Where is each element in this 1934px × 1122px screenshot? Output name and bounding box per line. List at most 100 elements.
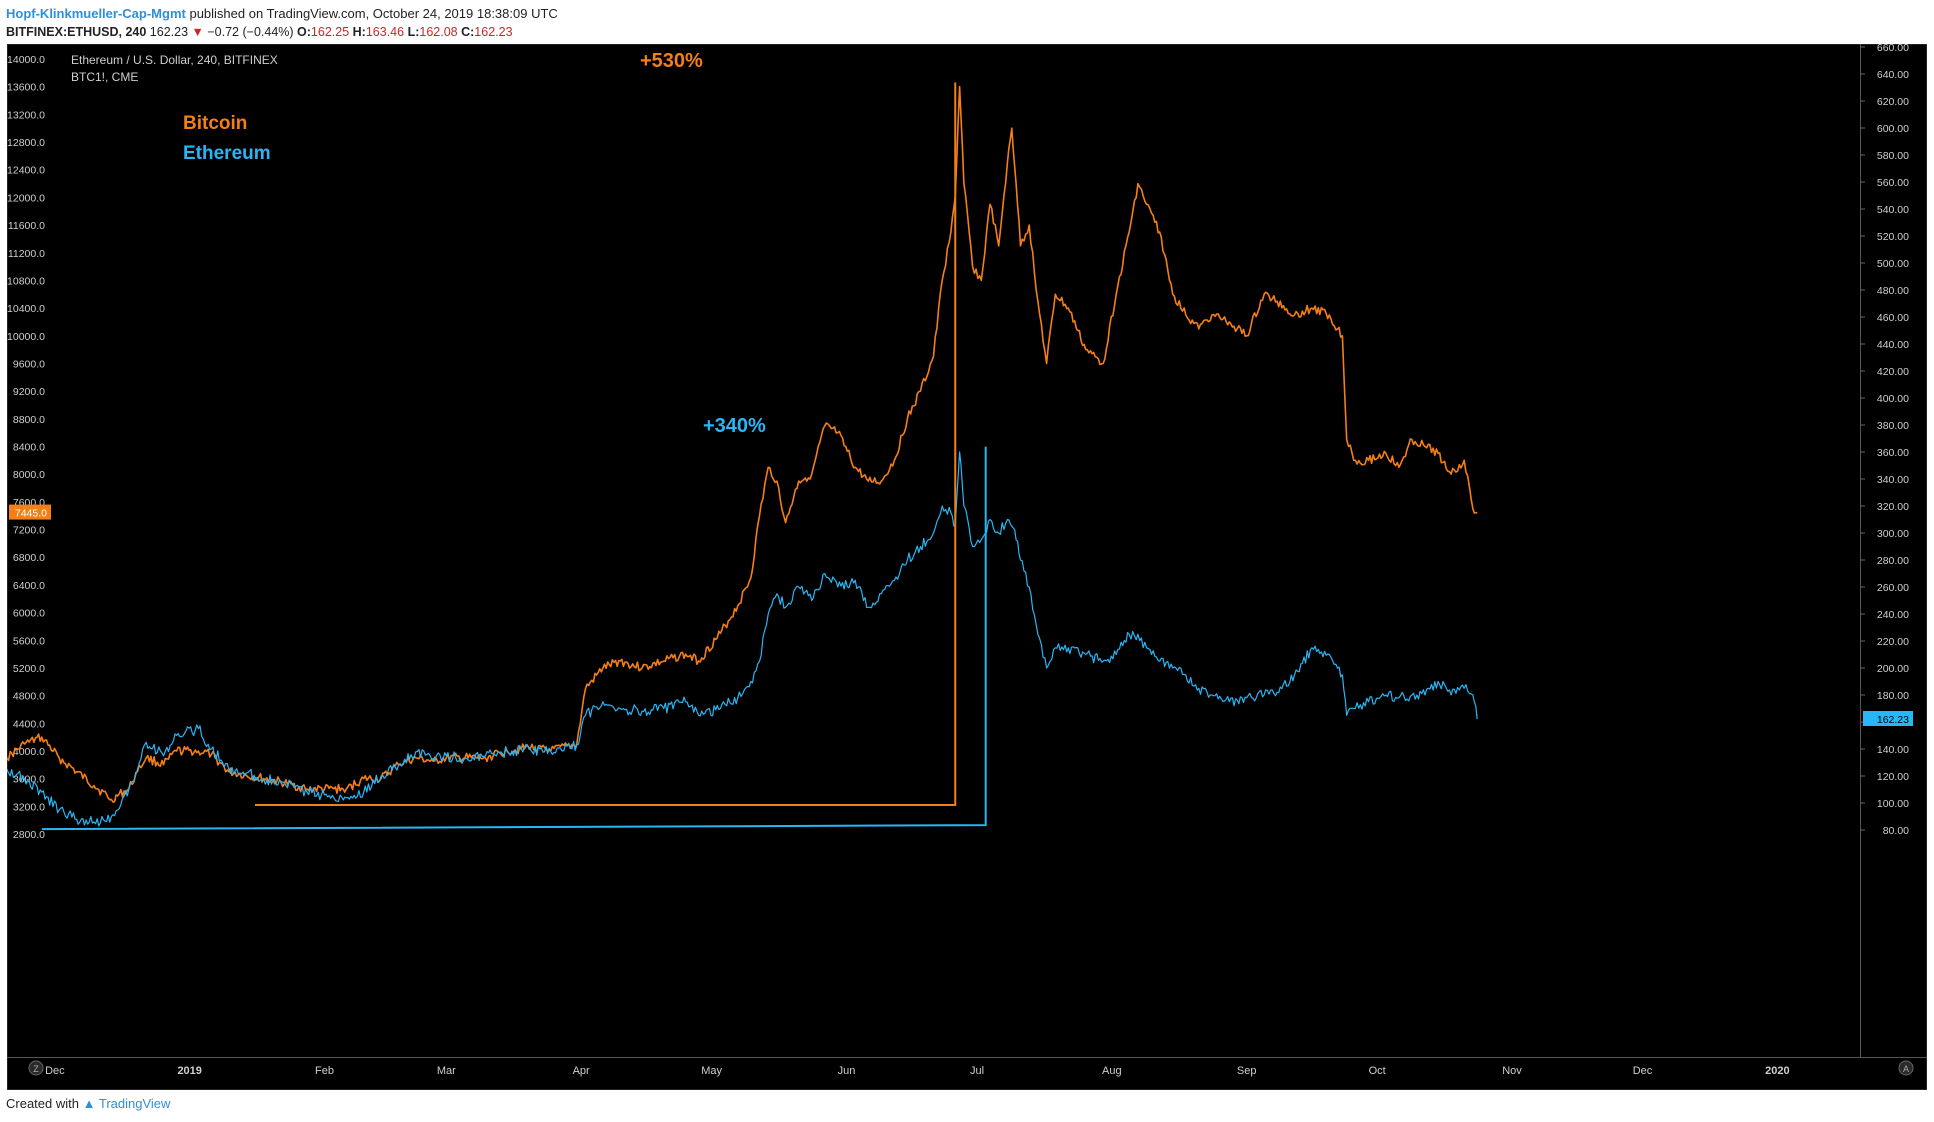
x-tick-label: Dec (45, 1065, 65, 1077)
down-arrow-icon: ▼ (191, 25, 204, 39)
x-tick-label: Apr (573, 1065, 590, 1077)
ohlc-row: BITFINEX:ETHUSD, 240 162.23 ▼ −0.72 (−0.… (6, 25, 513, 39)
footer-created-with: Created with (6, 1096, 79, 1111)
left-tick-label: 4800.0 (13, 691, 45, 703)
open-value: 162.25 (310, 25, 350, 39)
right-tick-label: 480.00 (1877, 285, 1909, 297)
x-tick-label: Oct (1369, 1065, 1386, 1077)
right-tick-label: 340.00 (1877, 474, 1909, 486)
right-tick-label: 620.00 (1877, 96, 1909, 108)
legend-btc-title: BTC1!, CME (71, 70, 138, 84)
high-value: 163.46 (365, 25, 405, 39)
left-tick-label: 6800.0 (13, 552, 45, 564)
ethereum-series-line (7, 451, 1478, 827)
left-tick-label: 12400.0 (7, 165, 45, 177)
left-tick-label: 7200.0 (13, 525, 45, 537)
x-tick-label: Jun (838, 1065, 856, 1077)
auto-scale-icon: A (1903, 1064, 1909, 1074)
bitcoin-rise-marker (254, 82, 957, 806)
right-tick-label: 240.00 (1877, 609, 1909, 621)
left-tick-label: 5600.0 (13, 635, 45, 647)
bottom-buttons: Z A (28, 1060, 1914, 1076)
left-tick-label: 10800.0 (7, 275, 45, 287)
bitcoin-label: Bitcoin (183, 113, 247, 134)
left-tick-label: 8800.0 (13, 414, 45, 426)
x-tick-label: Feb (315, 1065, 334, 1077)
left-tick-label: 13600.0 (7, 82, 45, 94)
chart-header: Hopf-Klinkmueller-Cap-Mgmt published on … (6, 4, 1926, 44)
right-tick-label: 120.00 (1877, 771, 1909, 783)
x-tick-label: 2019 (177, 1065, 201, 1077)
high-label: H: (352, 25, 366, 39)
left-tick-label: 10000.0 (7, 331, 45, 343)
x-tick-label: 2020 (1765, 1065, 1789, 1077)
zoom-icon: Z (33, 1064, 39, 1074)
bitcoin-gain-label: +530% (640, 50, 703, 72)
x-tick-label: Sep (1237, 1065, 1257, 1077)
left-tick-label: 9600.0 (13, 358, 45, 370)
x-tick-label: Mar (437, 1065, 456, 1077)
low-value: 162.08 (419, 25, 458, 39)
annotation-layer: Bitcoin Ethereum +530% +340% (41, 50, 987, 831)
left-last-price-label: 7445.0 (15, 508, 47, 520)
low-label: L: (407, 25, 420, 39)
left-tick-label: 4400.0 (13, 718, 45, 730)
tradingview-brand[interactable]: TradingView (98, 1096, 171, 1111)
right-tick-label: 540.00 (1877, 204, 1909, 216)
left-tick-label: 2800.0 (13, 829, 45, 841)
right-tick-label: 280.00 (1877, 555, 1909, 567)
left-tick-label: 12800.0 (7, 137, 45, 149)
right-tick-label: 440.00 (1877, 339, 1909, 351)
auto-scale-button[interactable] (1898, 1060, 1914, 1076)
ethereum-gain-label: +340% (703, 415, 766, 437)
right-tick-label: 520.00 (1877, 231, 1909, 243)
published-text: published on TradingView.com, October 24… (189, 6, 558, 21)
publish-info: Hopf-Klinkmueller-Cap-Mgmt published on … (6, 6, 558, 21)
price-chart[interactable]: Ethereum / U.S. Dollar, 240, BITFINEX BT… (7, 44, 1927, 1090)
right-last-price-label: 162.23 (1877, 714, 1909, 726)
left-price-axis: 2800.03200.03600.04000.04400.04800.05200… (7, 54, 51, 841)
right-tick-label: 640.00 (1877, 69, 1909, 81)
last-price: 162.23 (149, 25, 189, 39)
right-tick-label: 260.00 (1877, 582, 1909, 594)
left-tick-label: 5200.0 (13, 663, 45, 675)
left-tick-label: 4000.0 (13, 746, 45, 758)
right-tick-label: 660.00 (1877, 44, 1909, 54)
author-link[interactable]: Hopf-Klinkmueller-Cap-Mgmt (6, 6, 186, 21)
left-tick-label: 12000.0 (7, 192, 45, 204)
right-tick-label: 400.00 (1877, 393, 1909, 405)
left-tick-label: 8000.0 (13, 469, 45, 481)
close-label: C: (461, 25, 475, 39)
right-tick-label: 140.00 (1877, 744, 1909, 756)
open-label: O: (297, 25, 311, 39)
x-tick-label: Nov (1502, 1065, 1522, 1077)
zoom-button[interactable] (28, 1060, 44, 1076)
right-price-axis: 80.00100.00120.00140.00160.00180.00200.0… (1860, 44, 1913, 837)
right-tick-label: 220.00 (1877, 636, 1909, 648)
left-tick-label: 8400.0 (13, 442, 45, 454)
change-value: −0.72 (−0.44%) (207, 25, 294, 39)
right-last-price-badge (1863, 710, 1913, 726)
left-tick-label: 11600.0 (8, 220, 45, 232)
symbol-label: BITFINEX:ETHUSD, 240 (6, 25, 147, 39)
ethereum-rise-marker (41, 446, 987, 831)
left-tick-label: 13200.0 (7, 109, 45, 121)
left-tick-label: 3200.0 (13, 801, 45, 813)
x-tick-label: Dec (1633, 1065, 1653, 1077)
left-tick-label: 6400.0 (13, 580, 45, 592)
tradingview-logo-icon: ▲ (82, 1096, 96, 1111)
left-tick-label: 6000.0 (13, 608, 45, 620)
x-tick-label: Aug (1102, 1065, 1122, 1077)
left-tick-label: 10400.0 (7, 303, 45, 315)
right-tick-label: 560.00 (1877, 177, 1909, 189)
right-tick-label: 200.00 (1877, 663, 1909, 675)
right-tick-label: 360.00 (1877, 447, 1909, 459)
left-tick-label: 14000.0 (7, 54, 45, 66)
right-tick-label: 380.00 (1877, 420, 1909, 432)
ethereum-label: Ethereum (183, 143, 271, 164)
time-axis: Dec 2019 Feb Mar Apr May Jun Jul Aug Sep Oct Nov Dec… (45, 1065, 1790, 1077)
right-tick-label: 420.00 (1877, 366, 1909, 378)
x-tick-label: Jul (970, 1065, 984, 1077)
bitcoin-series-line (7, 85, 1478, 803)
right-tick-label: 180.00 (1877, 690, 1909, 702)
